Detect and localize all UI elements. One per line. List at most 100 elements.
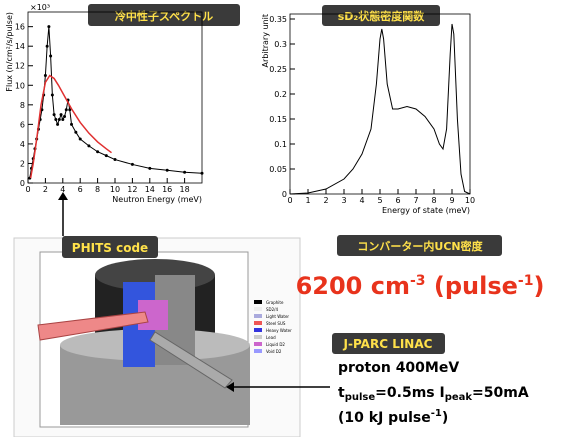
label: PHITS code: [72, 241, 148, 255]
multiplier: ×10³: [30, 3, 50, 12]
y-tick-label: 14: [15, 42, 25, 51]
x-tick-label: 0: [287, 196, 292, 205]
data-point: [104, 154, 108, 158]
y-tick-label: 0: [282, 190, 287, 199]
x-tick-label: 2: [43, 185, 48, 194]
y-tick-label: 0: [20, 179, 25, 188]
data-point: [52, 113, 56, 117]
data-point: [183, 170, 187, 174]
label-box: [62, 236, 158, 258]
data-point: [165, 168, 169, 172]
data-point: [63, 115, 67, 119]
data-point: [64, 108, 68, 112]
label: J-PARC LINAC: [343, 337, 433, 351]
data-point: [74, 130, 78, 134]
text: tpulse=0.5ms Ipeak=50mA: [338, 385, 529, 403]
data-point: [148, 166, 152, 170]
text: (10 kJ pulse-1): [338, 408, 448, 426]
legend-swatch: [254, 328, 262, 332]
legend-label: Liquid D2: [266, 342, 285, 347]
x-tick-label: 7: [413, 196, 418, 205]
data-point: [50, 93, 54, 97]
y-tick-label: 0.15: [269, 115, 287, 124]
x-tick-label: 3: [341, 196, 346, 205]
data-point: [45, 44, 49, 48]
x-tick-label: 16: [162, 185, 172, 194]
x-tick-label: 4: [60, 185, 65, 194]
x-tick-label: 8: [95, 185, 100, 194]
data-point: [54, 117, 58, 121]
legend-swatch: [254, 335, 262, 339]
x-tick-label: 6: [78, 185, 83, 194]
legend-label: Graphite: [266, 300, 284, 305]
chart-title: sD₂状態密度関数: [338, 9, 425, 23]
data-point: [49, 54, 53, 58]
x-tick-label: 14: [145, 185, 155, 194]
text: proton 400MeV: [338, 360, 459, 376]
data-point: [47, 25, 51, 29]
legend-label: Heavy Water: [266, 328, 292, 333]
legend-swatch: [254, 321, 262, 325]
legend-label: SD2/4: [266, 307, 279, 312]
label: コンバーター内UCN密度: [357, 239, 483, 253]
y-tick-label: 0.05: [269, 165, 287, 174]
guide: [37, 311, 149, 341]
chart-title: 冷中性子スペクトル: [115, 9, 213, 23]
legend-label: Lead: [266, 335, 276, 340]
data-point: [130, 162, 134, 166]
data-point: [56, 122, 60, 126]
x-tick-label: 1: [305, 196, 310, 205]
series-line: [29, 26, 203, 179]
y-tick-label: 6: [20, 120, 25, 129]
data-point: [61, 117, 65, 121]
legend-swatch: [254, 307, 262, 311]
legend-swatch: [254, 349, 262, 353]
x-tick-label: 8: [431, 196, 436, 205]
label-box: [337, 235, 502, 256]
x-axis-label: Energy of state (meV): [382, 206, 470, 215]
y-axis-label: Flux (n/cm²/s/pulse): [5, 12, 14, 92]
y-tick-label: 4: [20, 140, 25, 149]
plot-frame: [27, 11, 203, 184]
y-tick-label: 0.25: [269, 65, 287, 74]
data-point: [113, 158, 117, 162]
y-tick-label: 12: [15, 62, 25, 71]
data-point: [57, 117, 61, 121]
y-tick-label: 0.2: [274, 90, 287, 99]
series-line: [289, 23, 471, 195]
x-tick-label: 10: [465, 196, 475, 205]
y-tick-label: 0.3: [274, 40, 287, 49]
title-box: [322, 5, 440, 26]
data-point: [59, 113, 63, 117]
legend-label: Steel SUS: [266, 321, 286, 326]
series-line: [29, 74, 112, 179]
y-tick-label: 8: [20, 101, 25, 110]
legend-label: Light Water: [266, 314, 289, 319]
x-tick-label: 12: [127, 185, 137, 194]
data-point: [200, 171, 204, 175]
x-axis-label: Neutron Energy (meV): [112, 195, 202, 204]
data-point: [68, 108, 72, 112]
data-point: [96, 150, 100, 154]
y-axis-label: Arbitrary unit: [261, 14, 270, 67]
legend-label: Void D2: [266, 349, 282, 354]
legend-swatch: [254, 300, 262, 304]
x-tick-label: 10: [110, 185, 120, 194]
x-tick-label: 6: [395, 196, 400, 205]
arrow-head: [226, 382, 234, 392]
x-tick-label: 9: [449, 196, 454, 205]
legend-swatch: [254, 342, 262, 346]
y-tick-label: 2: [20, 159, 25, 168]
x-tick-label: 0: [25, 185, 30, 194]
legend-swatch: [254, 314, 262, 318]
y-tick-label: 0.1: [274, 140, 287, 149]
data-point: [87, 144, 91, 148]
data-point: [78, 137, 82, 141]
x-tick-label: 2: [323, 196, 328, 205]
y-tick-label: 16: [15, 23, 25, 32]
x-tick-label: 4: [359, 196, 364, 205]
ucn-density: 6200 cm-3 (pulse-1): [296, 272, 545, 300]
data-point: [70, 122, 73, 126]
data-point: [43, 74, 47, 78]
